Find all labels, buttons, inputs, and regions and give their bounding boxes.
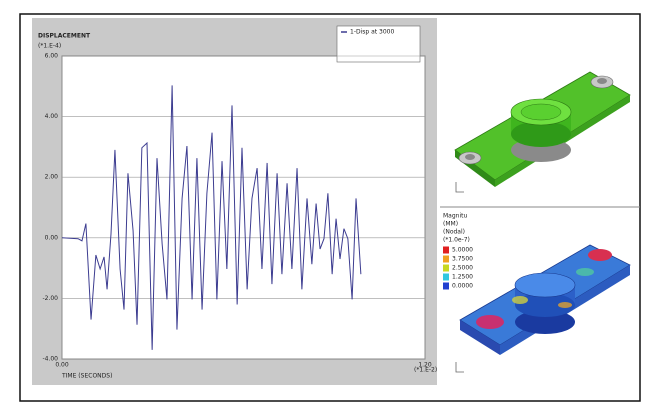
y-tick-label: 4.00	[45, 113, 59, 120]
chart-title: DISPLACEMENT	[38, 33, 91, 40]
x-axis-label: TIME (SECONDS)	[61, 373, 112, 380]
y-tick-label: 6.00	[45, 53, 59, 60]
x-tick-label: 0.00	[55, 362, 69, 369]
contour-title: (MM)	[443, 221, 458, 228]
data-line	[61, 85, 362, 350]
contour-swatch	[443, 255, 449, 263]
contour-swatch	[443, 246, 449, 254]
y-tick-label: 0.00	[45, 234, 59, 241]
x-multiplier: (*1.E-2)	[414, 367, 437, 374]
contour-title: (Nodal)	[443, 229, 465, 236]
model-view-bottom	[455, 244, 631, 373]
contour-level: 5.0000	[452, 247, 473, 254]
contour-swatch	[443, 273, 449, 281]
contour-level: 0.0000	[452, 283, 473, 290]
y-tick-label: 2.00	[45, 174, 59, 181]
contour-level: 1.2500	[452, 274, 473, 281]
contour-level: 2.5000	[452, 265, 473, 272]
model-view-top	[454, 71, 631, 193]
y-multiplier: (*1.E-4)	[38, 43, 61, 50]
y-tick-label: -4.00	[42, 356, 58, 363]
x-tick-label: 1.20	[418, 362, 432, 369]
contour-title: Magnitu	[443, 213, 467, 220]
y-tick-label: -2.00	[42, 295, 58, 302]
contour-legend: Magnitu(MM)(Nodal)(*1.0e-7) 5.0000 3.7500 2…	[443, 213, 473, 290]
plot: -4.00 -2.00 0.00 2.00 4.00 6.00 0.00 1.20 1-Disp…	[42, 29, 431, 369]
contour-level: 3.7500	[452, 256, 473, 263]
plot-area	[61, 55, 426, 360]
contour-title: (*1.0e-7)	[443, 237, 470, 244]
contour-swatch	[443, 264, 449, 272]
legend-label: 1-Disp at 3000	[350, 29, 395, 36]
contour-swatch	[443, 282, 449, 290]
